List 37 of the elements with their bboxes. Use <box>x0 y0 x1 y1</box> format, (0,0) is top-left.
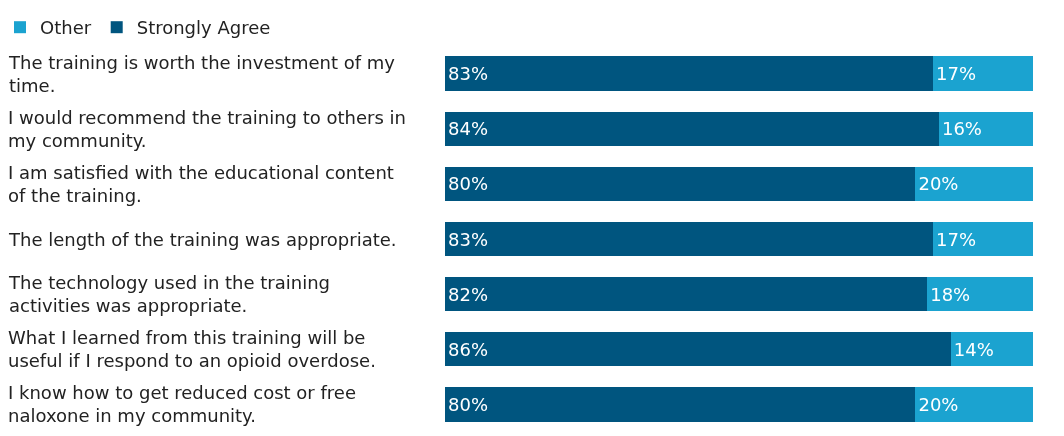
legend-label: Strongly Agree <box>136 17 271 39</box>
bar <box>445 166 916 201</box>
y-tick-label: The training is worth the investment of my time. <box>8 52 396 97</box>
data-label: 17% <box>936 63 977 85</box>
bar <box>445 221 934 257</box>
data-label: 18% <box>930 283 971 305</box>
bar <box>915 387 1034 422</box>
data-label: 83% <box>448 228 489 250</box>
bar <box>950 332 1034 367</box>
bar <box>445 277 928 312</box>
data-label: 20% <box>918 173 959 195</box>
data-label: 82% <box>448 283 489 305</box>
data-label: 14% <box>953 338 994 360</box>
data-label: 20% <box>918 393 959 415</box>
bar <box>915 166 1034 201</box>
data-label: 84% <box>448 118 489 140</box>
bar <box>445 56 934 91</box>
data-label: 80% <box>448 393 489 415</box>
y-tick-label: I am satisfied with the educational content of the training. <box>8 162 394 207</box>
y-tick-label: What I learned from this training will be useful if I respond to an opioid overdose. <box>8 327 376 372</box>
bar <box>445 387 916 422</box>
bar <box>927 277 1034 312</box>
y-tick-label: The technology used in the training activities was appropriate. <box>8 272 331 317</box>
y-tick-label: I would recommend the training to others in my community. <box>8 107 406 152</box>
data-label: 16% <box>941 118 982 140</box>
bar <box>933 221 1034 257</box>
data-label: 83% <box>448 63 489 85</box>
bar <box>445 111 939 146</box>
legend-label: Other <box>40 17 92 39</box>
bar <box>933 56 1034 91</box>
data-label: 80% <box>448 173 489 195</box>
data-label: 17% <box>936 228 977 250</box>
data-label: 86% <box>448 338 489 360</box>
y-tick-label: I know how to get reduced cost or free naloxone in my community. <box>8 382 356 427</box>
bar <box>938 111 1034 146</box>
bar <box>445 332 951 367</box>
y-tick-label: The length of the training was appropriate. <box>8 229 397 250</box>
